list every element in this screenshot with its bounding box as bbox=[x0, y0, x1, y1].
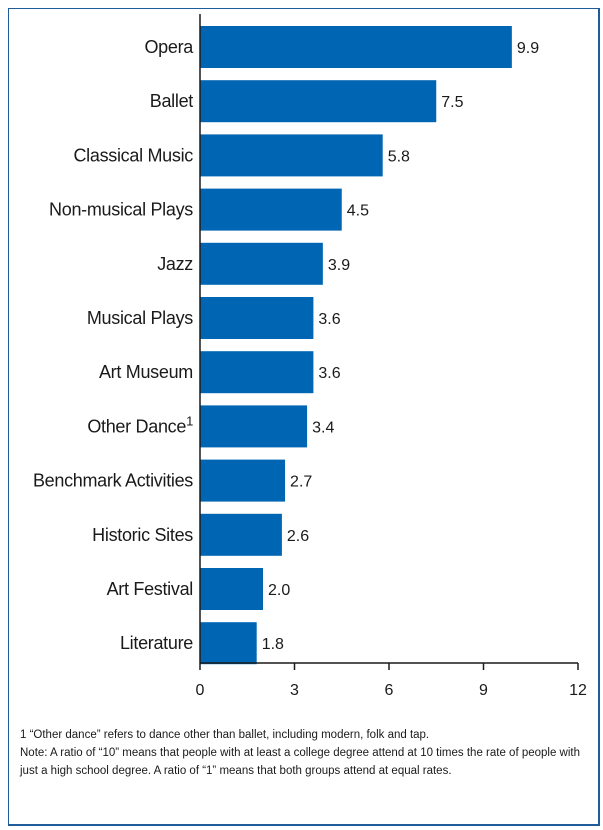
category-label: Ballet bbox=[150, 91, 194, 111]
category-label: Classical Music bbox=[73, 145, 193, 165]
bar bbox=[200, 80, 437, 123]
category-label: Benchmark Activities bbox=[33, 471, 193, 491]
value-label: 3.6 bbox=[318, 311, 340, 328]
value-label: 2.7 bbox=[290, 474, 312, 491]
bar bbox=[200, 459, 286, 502]
value-label: 7.5 bbox=[441, 94, 463, 111]
category-label: Literature bbox=[120, 633, 193, 653]
value-label: 3.4 bbox=[312, 419, 334, 436]
value-label: 3.6 bbox=[318, 365, 340, 382]
bar bbox=[200, 513, 282, 556]
value-label: 3.9 bbox=[328, 257, 350, 274]
bar bbox=[200, 297, 314, 339]
bar bbox=[200, 351, 314, 394]
bar bbox=[200, 134, 383, 177]
footnote-1: 1 “Other dance” refers to dance other th… bbox=[20, 729, 430, 741]
value-label: 2.6 bbox=[287, 528, 309, 545]
x-tick-label: 3 bbox=[290, 682, 299, 699]
value-label: 9.9 bbox=[517, 40, 539, 57]
value-label: 4.5 bbox=[347, 203, 369, 220]
x-tick-label: 12 bbox=[569, 682, 587, 699]
category-label: Art Festival bbox=[107, 579, 193, 599]
value-label: 1.8 bbox=[262, 636, 284, 653]
category-label: Jazz bbox=[157, 254, 193, 274]
bar bbox=[200, 188, 342, 231]
bar bbox=[200, 405, 308, 448]
bar bbox=[200, 622, 257, 665]
x-tick-label: 6 bbox=[385, 682, 394, 699]
category-label: Other Dance1 bbox=[87, 413, 193, 436]
footnote-note: Note: A ratio of “10” means that people … bbox=[20, 747, 581, 777]
category-label: Musical Plays bbox=[87, 308, 193, 328]
x-tick-label: 0 bbox=[196, 682, 205, 699]
category-label: Historic Sites bbox=[92, 525, 193, 545]
bar-chart: Opera 9.9 Ballet 7.5 Classical Music 5.8 Non-m… bbox=[33, 14, 587, 699]
value-label: 5.8 bbox=[388, 148, 410, 165]
value-label: 2.0 bbox=[268, 582, 290, 599]
category-label: Art Museum bbox=[99, 362, 193, 382]
bar bbox=[200, 26, 512, 68]
category-label: Non-musical Plays bbox=[49, 200, 193, 220]
category-label: Opera bbox=[144, 37, 194, 57]
x-tick-label: 9 bbox=[479, 682, 488, 699]
bar bbox=[200, 568, 263, 610]
bar bbox=[200, 242, 323, 285]
footnotes: 1 “Other dance” refers to dance other th… bbox=[20, 726, 590, 780]
